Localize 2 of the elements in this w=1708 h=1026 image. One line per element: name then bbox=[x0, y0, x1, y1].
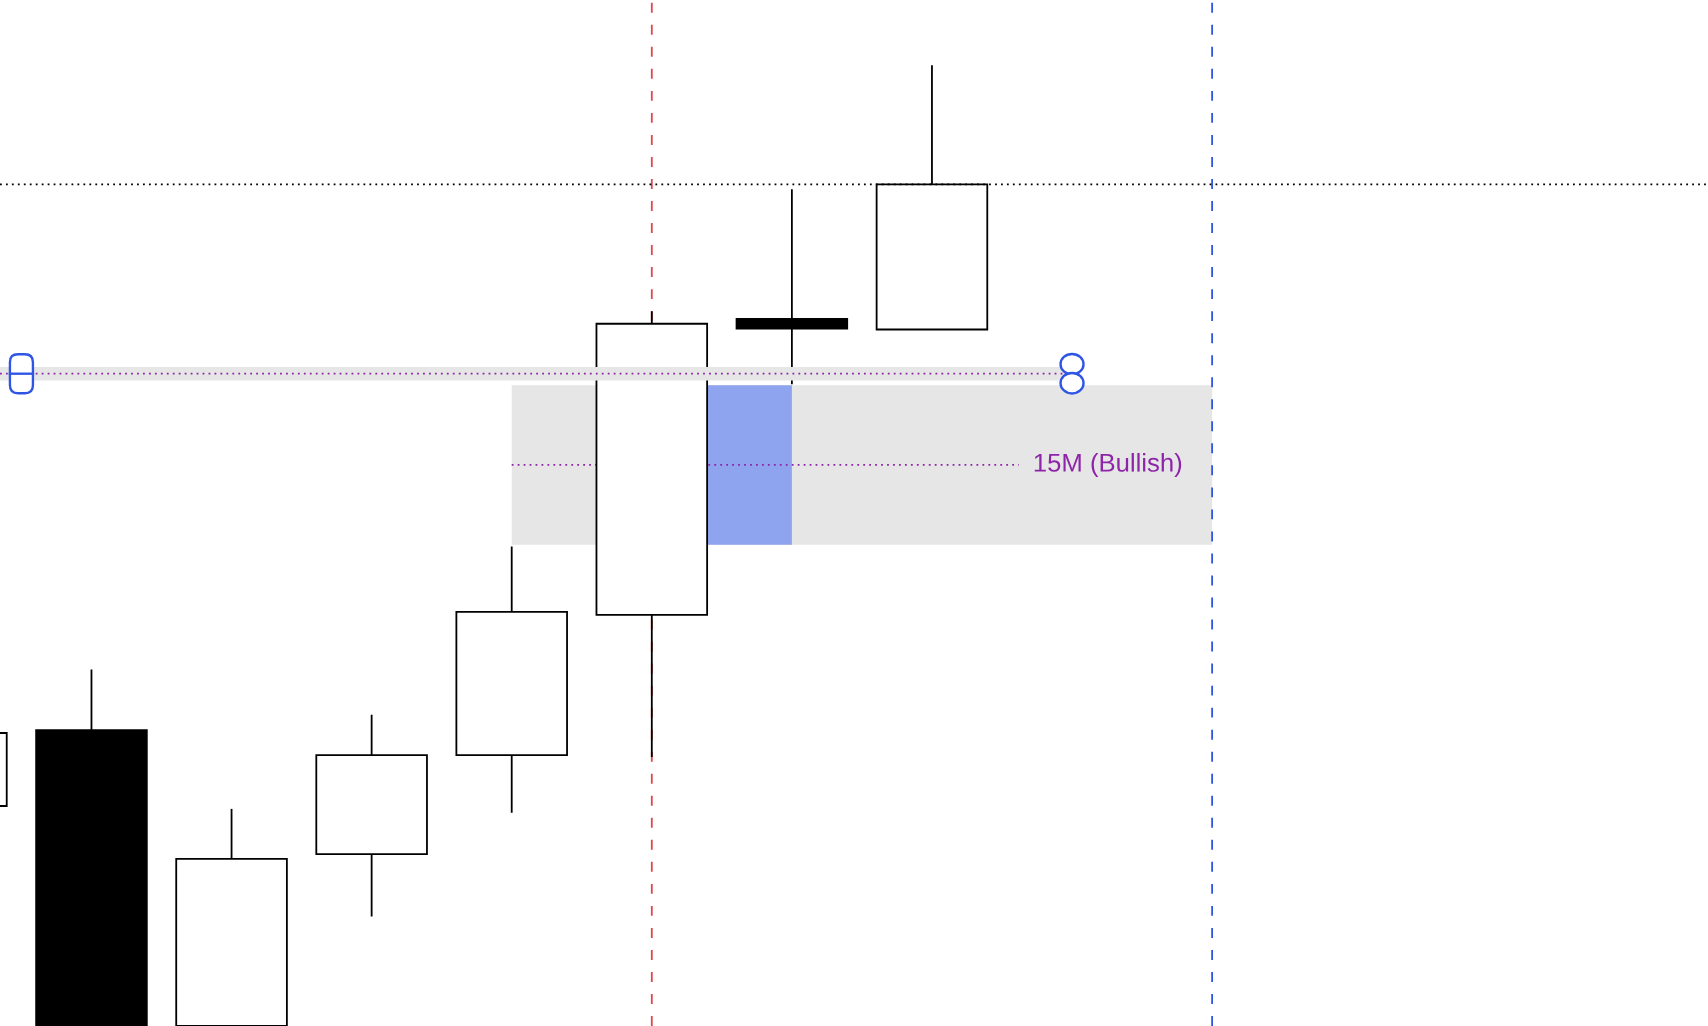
ref-line-label: 15M (Bullish) bbox=[1034, 452, 1182, 477]
candlestick bbox=[735, 188, 849, 386]
